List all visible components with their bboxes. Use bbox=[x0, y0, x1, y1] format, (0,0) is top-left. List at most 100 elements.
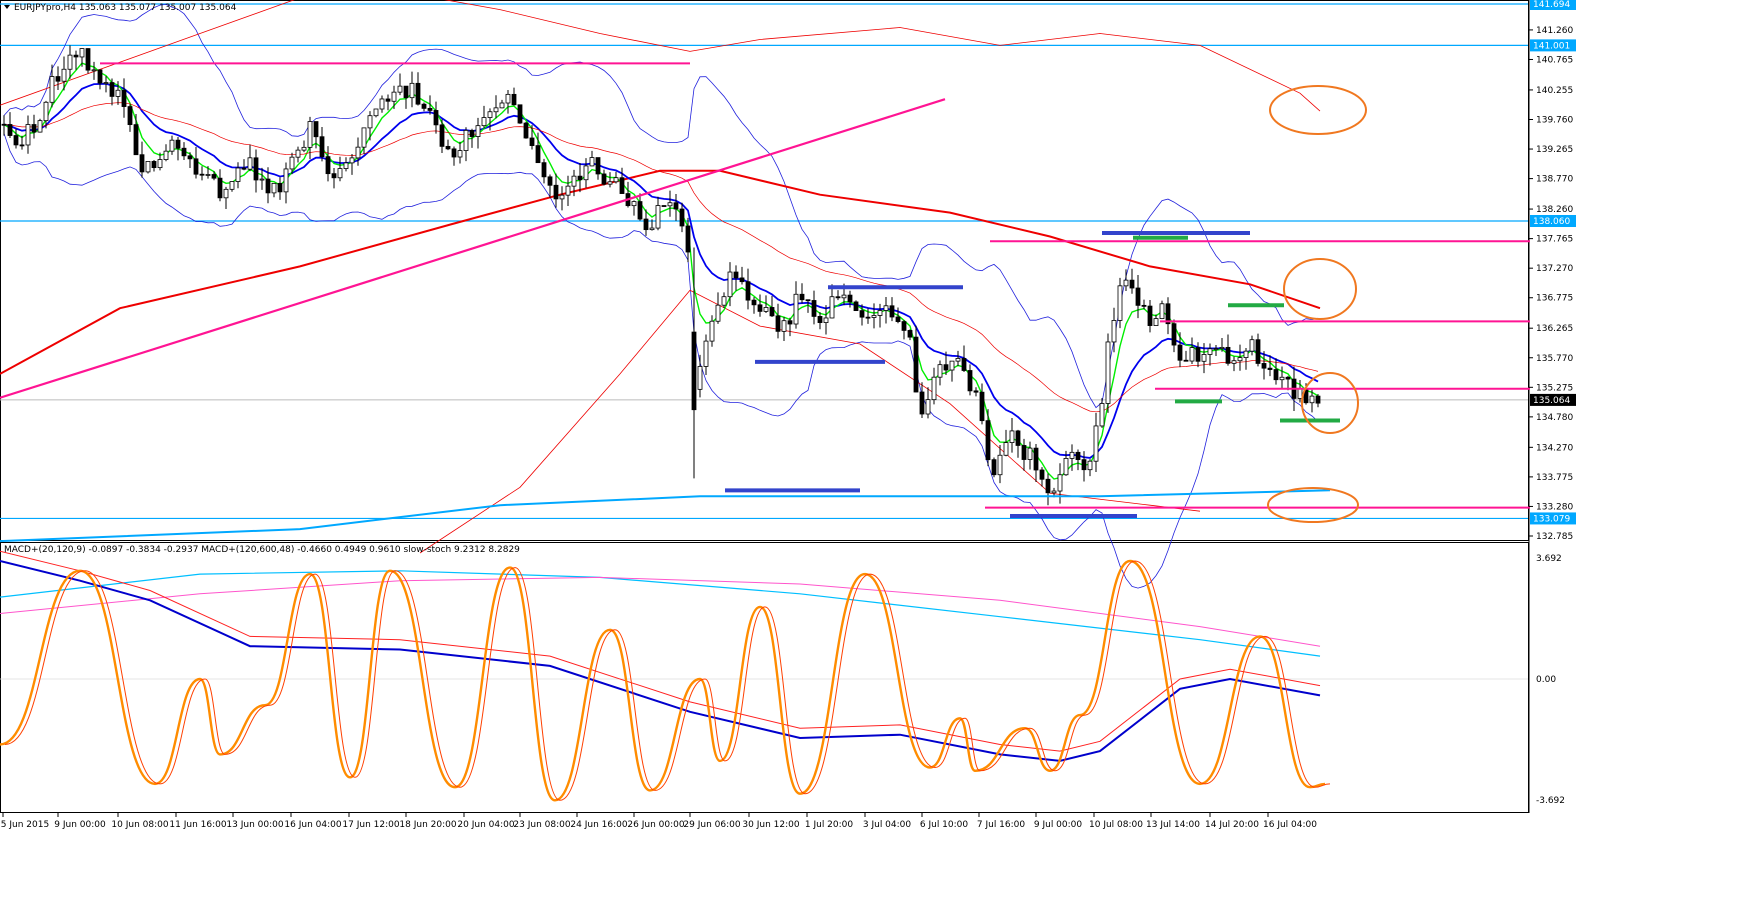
y-tick-label: 139.265 bbox=[1536, 145, 1573, 155]
candle-body bbox=[1267, 367, 1273, 370]
candle-body bbox=[43, 101, 49, 122]
candle-body bbox=[253, 157, 259, 181]
candle-body bbox=[385, 98, 391, 102]
candle-body bbox=[415, 82, 421, 105]
candle-body bbox=[547, 176, 553, 186]
candle-body bbox=[1105, 341, 1111, 404]
candle-body bbox=[439, 124, 445, 147]
candle-body bbox=[505, 93, 511, 104]
candle-body bbox=[1123, 279, 1129, 287]
y-tick-label: 136.265 bbox=[1536, 324, 1573, 334]
main-header: EURJPYpro,H4 135.063 135.077 135.007 135… bbox=[4, 3, 237, 13]
indicator-tick-label: 0.00 bbox=[1536, 675, 1556, 685]
chevron-down-icon[interactable] bbox=[4, 5, 10, 9]
candle-body bbox=[421, 103, 427, 109]
candle-body bbox=[1129, 279, 1135, 289]
indicator-tick-label: 3.692 bbox=[1536, 554, 1562, 564]
candle-body bbox=[643, 218, 649, 231]
candle-body bbox=[229, 181, 235, 190]
envelope-lower-line bbox=[419, 289, 1201, 554]
candle-body bbox=[973, 390, 979, 393]
bollinger-layer bbox=[3, 3, 1319, 589]
candle-body bbox=[931, 376, 937, 401]
candle-body bbox=[337, 168, 343, 179]
candle-body bbox=[601, 173, 607, 185]
x-tick-label: 23 Jun 08:00 bbox=[513, 820, 570, 830]
candle-body bbox=[559, 194, 565, 200]
ema-fast-line bbox=[3, 62, 1319, 480]
candle-body bbox=[223, 188, 229, 199]
candle-body bbox=[883, 305, 889, 311]
candle-body bbox=[1015, 430, 1021, 446]
candle-body bbox=[541, 162, 547, 178]
candle-body bbox=[829, 296, 835, 319]
macd-slow-signal-line bbox=[0, 570, 1321, 657]
candle-body bbox=[805, 299, 811, 302]
x-tick-label: 24 Jun 16:00 bbox=[570, 820, 627, 830]
candle-body bbox=[187, 155, 193, 160]
candle-body bbox=[247, 157, 253, 170]
candle-body bbox=[1111, 320, 1117, 343]
candle-body bbox=[1201, 354, 1207, 362]
x-tick-label: 9 Jun 00:00 bbox=[54, 820, 106, 830]
y-tick-label: 138.260 bbox=[1536, 205, 1573, 215]
indicator-tick-label: -3.692 bbox=[1536, 796, 1565, 806]
price-tag bbox=[1530, 215, 1576, 228]
price-tag-label: 133.079 bbox=[1533, 514, 1570, 524]
candle-body bbox=[1171, 323, 1177, 346]
candle-body bbox=[1081, 459, 1087, 471]
candle-body bbox=[865, 316, 871, 319]
candle-body bbox=[775, 315, 781, 332]
candle-body bbox=[1, 123, 7, 126]
candle-body bbox=[1255, 339, 1261, 364]
y-tick-label: 137.270 bbox=[1536, 264, 1573, 274]
candle-body bbox=[565, 185, 571, 196]
x-tick-label: 14 Jul 20:00 bbox=[1205, 820, 1259, 830]
highlight-ellipse bbox=[1283, 258, 1357, 320]
candle-body bbox=[781, 320, 787, 332]
price-tag bbox=[1530, 512, 1576, 525]
candle-body bbox=[1147, 305, 1153, 326]
candle-body bbox=[289, 156, 295, 170]
candle-body bbox=[295, 149, 301, 158]
candle-body bbox=[1003, 442, 1009, 456]
y-tick-label: 136.775 bbox=[1536, 294, 1573, 304]
candle-body bbox=[397, 85, 403, 93]
candle-body bbox=[409, 82, 415, 99]
candle-body bbox=[751, 299, 757, 306]
candle-body bbox=[475, 125, 481, 137]
candle-body bbox=[1039, 469, 1045, 480]
candle-body bbox=[433, 110, 439, 126]
candle-body bbox=[19, 144, 25, 147]
candle-body bbox=[577, 175, 583, 181]
macd-slow-main-line bbox=[0, 576, 1321, 647]
bollinger-lower-line bbox=[3, 133, 1319, 589]
x-tick-label: 20 Jun 04:00 bbox=[457, 820, 514, 830]
candle-body bbox=[481, 117, 487, 127]
candle-body bbox=[673, 202, 679, 210]
y-axis-labels: 141.260 140.765 140.255 139.760 139.265 138.7… bbox=[1529, 0, 1576, 806]
trend-line[interactable] bbox=[0, 98, 946, 399]
candle-body bbox=[331, 173, 337, 179]
x-tick-label: 16 Jul 04:00 bbox=[1263, 820, 1317, 830]
candle-body bbox=[847, 294, 853, 303]
candle-body bbox=[73, 54, 79, 58]
candle-body bbox=[679, 208, 685, 227]
indicator-header-text: MACD+(20,120,9) -0.0897 -0.3834 -0.2937 … bbox=[4, 545, 520, 555]
candle-body bbox=[823, 317, 829, 323]
candle-body bbox=[97, 69, 103, 84]
candle-body bbox=[727, 271, 733, 298]
candle-body bbox=[1225, 346, 1231, 364]
candle-body bbox=[451, 148, 457, 158]
candle-body bbox=[991, 459, 997, 476]
candle-body bbox=[259, 178, 265, 181]
y-tick-label: 135.275 bbox=[1536, 383, 1573, 393]
candle-body bbox=[1237, 357, 1243, 362]
candle-body bbox=[487, 111, 493, 118]
candle-body bbox=[319, 136, 325, 158]
candle-body bbox=[277, 182, 283, 193]
highlight-ellipse bbox=[1267, 487, 1359, 523]
candle-body bbox=[79, 48, 85, 58]
candle-body bbox=[1153, 318, 1159, 326]
